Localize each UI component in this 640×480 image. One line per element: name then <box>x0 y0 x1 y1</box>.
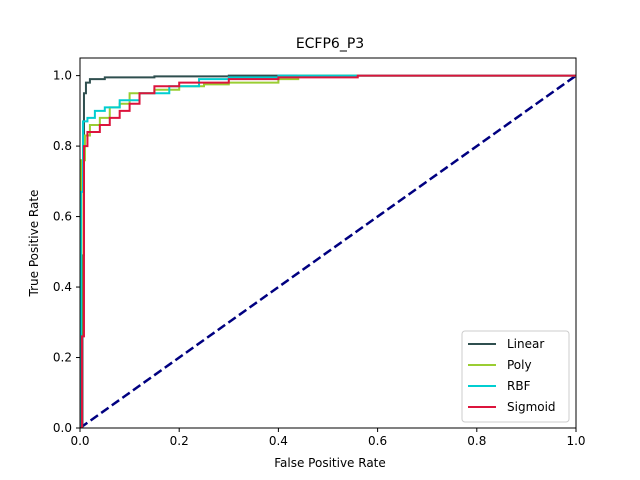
legend-label-sigmoid: Sigmoid <box>507 400 556 414</box>
y-tick-label: 0.8 <box>53 139 72 153</box>
y-tick-label: 0.6 <box>53 210 72 224</box>
legend-label-poly: Poly <box>507 358 532 372</box>
legend-label-rbf: RBF <box>507 379 531 393</box>
chart-title: ECFP6_P3 <box>296 36 364 52</box>
legend-box <box>461 330 570 423</box>
plot-area <box>80 74 576 428</box>
x-tick-label: 0.4 <box>269 434 288 448</box>
axes-frame <box>79 57 577 429</box>
y-tick-label: 1.0 <box>53 69 72 83</box>
x-tick-label: 1.0 <box>566 434 585 448</box>
y-tick-label: 0.4 <box>53 280 72 294</box>
legend: Linear Poly RBF Sigmoid <box>461 330 570 423</box>
x-tick-label: 0.0 <box>70 434 89 448</box>
y-tick-label: 0.0 <box>53 421 72 435</box>
y-tick-label: 0.2 <box>53 351 72 365</box>
y-axis-label: True Positive Rate <box>27 190 41 298</box>
x-tick-label: 0.8 <box>467 434 486 448</box>
diagonal-reference-line <box>80 74 576 428</box>
axes: 0.0 0.2 0.4 0.6 0.8 1.0 0.0 0.2 0.4 0.6 0.8 1.0 <box>53 57 586 448</box>
legend-label-linear: Linear <box>507 337 544 351</box>
x-tick-label: 0.6 <box>368 434 387 448</box>
x-tick-label: 0.2 <box>170 434 189 448</box>
x-axis-label: False Positive Rate <box>274 456 386 470</box>
series-line-sigmoid <box>80 74 576 428</box>
